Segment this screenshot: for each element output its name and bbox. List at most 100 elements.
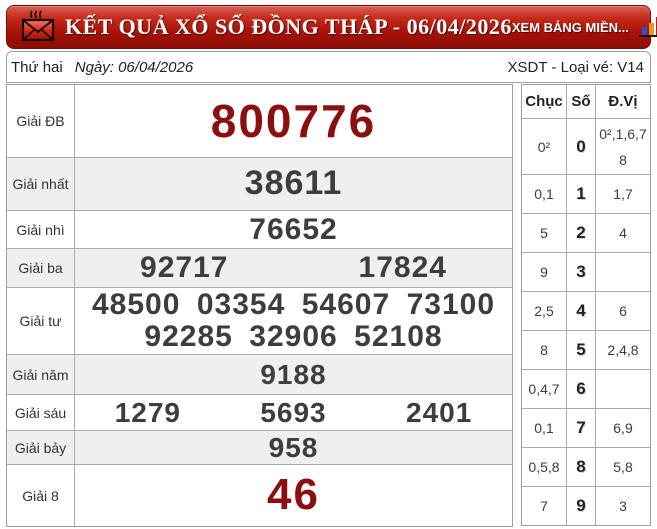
stats-so-cell: 4	[567, 292, 596, 330]
prize-label: Giải tư	[7, 288, 75, 354]
stats-so-cell: 5	[567, 331, 596, 369]
date-label: Ngày: 06/04/2026	[74, 58, 194, 76]
stats-so-cell: 6	[567, 370, 596, 408]
date-row: Thứ hai Ngày: 06/04/2026 XSDT - Loại vé:…	[6, 51, 651, 83]
stats-header-dvi: Đ.Vị	[608, 92, 638, 110]
stats-dvi-cell: 6	[619, 303, 627, 319]
prize-row: Giải 8 46	[7, 465, 512, 526]
prize-number: 1279	[114, 396, 181, 428]
envelope-icon	[21, 9, 57, 48]
prize-number: 73100	[406, 288, 496, 321]
prize-values: 92717 17824	[75, 249, 512, 287]
prize-number: 958	[268, 431, 319, 463]
stats-dvi-cell: 4	[619, 225, 627, 241]
prize-values: 1279 5693 2401	[75, 395, 512, 430]
digit-stats-table: Chục Số Đ.Vị 0² 0 0²,1,6,7 8 0,1 1 1,7 5 2 4 9 3 2,…	[521, 84, 651, 526]
stats-header-row: Chục Số Đ.Vị	[522, 85, 650, 119]
stats-dvi-cell: 0²,1,6,7 8	[599, 125, 647, 168]
stats-header-so: Số	[567, 85, 596, 118]
stats-chuc-cell: 0²	[522, 119, 567, 174]
weekday-label: Thứ hai	[11, 58, 63, 76]
prize-number: 38611	[244, 164, 343, 203]
stats-chuc-cell: 8	[522, 331, 567, 369]
prize-label: Giải năm	[7, 355, 75, 394]
stats-dvi-cell: 6,9	[613, 420, 633, 436]
prize-values: 958	[75, 431, 512, 464]
stats-chuc-cell: 0,4,7	[522, 370, 567, 408]
prize-number: 46	[267, 470, 320, 520]
prize-number: 52108	[354, 320, 443, 353]
stats-so-cell: 0	[567, 119, 596, 174]
stats-so-cell: 3	[567, 253, 596, 291]
prize-row: Giải năm 9188	[7, 355, 512, 395]
stats-dvi-cell: 1,7	[613, 186, 633, 202]
prize-label: Giải ba	[7, 249, 75, 287]
prize-values: 48500 03354 54607 73100 92285 32906 52108	[75, 288, 512, 354]
stats-chuc-cell: 5	[522, 214, 567, 252]
prize-number: 54607	[301, 288, 391, 321]
stats-row: 0,4,7 6	[522, 370, 650, 409]
results-table: Giải ĐB 800776 Giải nhất 38611 Giải nhì 76652…	[6, 84, 513, 527]
stats-row: 0² 0 0²,1,6,7 8	[522, 119, 650, 175]
prize-number: 800776	[210, 94, 377, 147]
stats-dvi-cell: 5,8	[613, 459, 633, 475]
page-title: KẾT QUẢ XỔ SỐ ĐỒNG THÁP - 06/04/2026	[65, 14, 512, 39]
prize-values: 800776	[75, 85, 512, 157]
header-bar: KẾT QUẢ XỔ SỐ ĐỒNG THÁP - 06/04/2026 XEM…	[6, 5, 657, 49]
stats-dvi-cell: 2,4,8	[607, 342, 639, 358]
prize-values: 76652	[75, 211, 512, 248]
prize-label: Giải nhất	[7, 158, 75, 210]
prize-number: 92285	[144, 320, 233, 353]
stats-dvi-cell: 3	[619, 498, 627, 514]
content: Giải ĐB 800776 Giải nhất 38611 Giải nhì 76652…	[6, 84, 651, 527]
prize-values: 38611	[75, 158, 512, 210]
stats-header-chuc: Chục	[522, 85, 567, 118]
stats-chuc-cell: 2,5	[522, 292, 567, 330]
prize-row: Giải nhì 76652	[7, 211, 512, 249]
stats-row: 0,1 7 6,9	[522, 409, 650, 448]
prize-number: 5693	[260, 396, 327, 428]
prize-row: Giải ba 92717 17824	[7, 249, 512, 288]
prize-label: Giải sáu	[7, 395, 75, 430]
stats-dvi-cell	[596, 253, 650, 291]
prize-label: Giải 8	[7, 465, 75, 526]
stats-chuc-cell: 0,5,8	[522, 448, 567, 486]
prize-label: Giải bảy	[7, 431, 75, 464]
view-region-link[interactable]: XEM BẢNG MIỀN...	[511, 19, 629, 35]
stats-so-cell: 1	[567, 175, 596, 213]
stats-row: 0,1 1 1,7	[522, 175, 650, 214]
prize-number: 48500	[91, 288, 181, 321]
prize-row: Giải ĐB 800776	[7, 85, 512, 158]
bar-chart-icon[interactable]	[637, 14, 657, 45]
prize-values: 9188	[75, 355, 512, 394]
prize-row: Giải sáu 1279 5693 2401	[7, 395, 512, 431]
prize-label: Giải nhì	[7, 211, 75, 248]
prize-number: 17824	[358, 251, 447, 285]
prize-label: Giải ĐB	[7, 85, 75, 157]
stats-so-cell: 7	[567, 409, 596, 447]
draw-info-label: XSDT - Loại vé: V14	[507, 58, 644, 76]
stats-chuc-cell: 0,1	[522, 175, 567, 213]
prize-number: 92717	[140, 251, 229, 285]
stats-so-cell: 8	[567, 448, 596, 486]
stats-row: 8 5 2,4,8	[522, 331, 650, 370]
stats-chuc-cell: 9	[522, 253, 567, 291]
prize-row: Giải nhất 38611	[7, 158, 512, 211]
prize-row: Giải tư 48500 03354 54607 73100 92285 32906 521…	[7, 288, 512, 355]
stats-chuc-cell: 7	[522, 487, 567, 525]
prize-row: Giải bảy 958	[7, 431, 512, 465]
prize-number: 03354	[196, 288, 286, 321]
stats-dvi-cell	[596, 370, 650, 408]
prize-values: 46	[75, 465, 512, 526]
prize-number: 32906	[249, 320, 338, 353]
page: KẾT QUẢ XỔ SỐ ĐỒNG THÁP - 06/04/2026 XEM…	[6, 5, 657, 527]
stats-so-cell: 9	[567, 487, 596, 525]
prize-number: 2401	[406, 396, 473, 428]
prize-number: 76652	[249, 212, 338, 246]
stats-chuc-cell: 0,1	[522, 409, 567, 447]
stats-row: 2,5 4 6	[522, 292, 650, 331]
stats-row: 0,5,8 8 5,8	[522, 448, 650, 487]
